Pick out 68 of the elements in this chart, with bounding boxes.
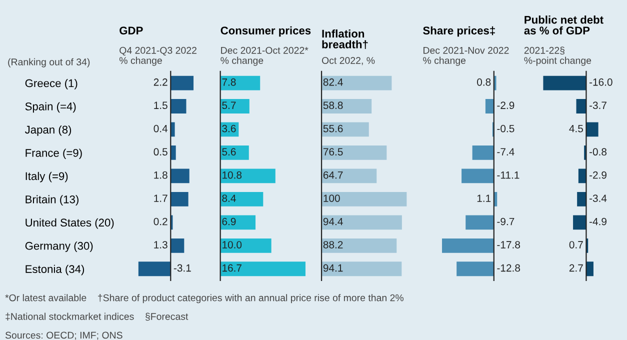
data-label: -9.7 [497,218,514,226]
data-label: 1.5 [154,102,168,110]
data-label: 0.5 [154,148,168,156]
source-note: Sources: OECD; IMF; ONS [5,332,122,340]
chart-title: Public net debt as % of GDP [524,16,604,34]
data-label: 0.7 [569,241,583,248]
data-label: -7.4 [497,148,514,156]
data-label: -12.8 [497,264,520,272]
data-label: 0.2 [154,218,168,226]
data-label: 0.8 [477,78,491,86]
text: *Or latest available †Share of product categories with an annual price rise of more than 2% [5,294,404,304]
data-label: 5.7 [222,102,236,110]
data-label: 6.9 [222,218,236,226]
data-label: 58.8 [323,102,343,110]
chart-title: Share prices‡ [423,26,495,37]
data-label: -11.1 [497,171,520,179]
y-tick-label: France (=9) [26,148,82,160]
data-label: 16.7 [222,264,242,272]
y-tick-label: United States (20) [26,218,114,229]
data-label: 1.8 [154,171,168,179]
data-label: 1.3 [154,241,168,248]
data-label: 3.6 [222,124,236,132]
data-label: 1.1 [477,194,491,202]
chart-subtitle: Oct 2022, % [322,57,375,66]
data-label: 100 [324,194,340,202]
data-label: -2.9 [589,171,606,179]
y-tick-label: Italy (=9) [26,172,68,182]
data-label: -17.8 [497,241,520,248]
chart-title: GDP [120,26,143,34]
data-label: -2.9 [497,102,514,110]
chart-subtitle: 2021-22§ %-point change [524,46,592,66]
data-label: 2.2 [154,78,168,86]
data-label: 8.4 [222,194,236,202]
data-label: 1.7 [154,194,168,202]
y-tick-label: Spain (=4) [25,102,76,113]
chart-title: Consumer prices [220,26,311,37]
data-label: 88.2 [323,241,343,248]
data-label: -3.4 [589,194,607,202]
data-label: 64.7 [323,171,343,179]
chart-subtitle: Dec 2021-Oct 2022* % change [220,46,308,66]
chart-subtitle: Dec 2021-Nov 2022 % change [423,46,509,66]
data-label: 5.6 [222,148,236,156]
chart-subtitle: Q4 2021-Q3 2022 % change [119,46,196,66]
y-axis-title: (Ranking out of 34) [8,58,90,68]
data-label: -4.9 [589,218,606,226]
data-label: 94.1 [323,264,343,272]
y-tick-label: Britain (13) [26,195,78,206]
data-label: -3.1 [174,264,191,272]
y-tick-label: Greece (1) [25,78,78,90]
y-tick-label: Estonia (34) [26,264,84,276]
text: ‡National stockmarket indices §Forecast [6,312,188,321]
data-label: 55.6 [323,124,343,132]
data-label: 76.5 [323,148,343,156]
data-label: -16.0 [589,78,612,86]
data-label: 10.0 [222,241,242,248]
data-label: -0.8 [589,148,607,156]
y-tick-label: Germany (30) [25,242,93,252]
chart-title: Inflation breadth† [322,29,368,50]
data-label: -0.5 [497,124,514,132]
data-label: 4.5 [569,125,583,132]
data-label: 94.4 [323,218,343,226]
data-label: 7.8 [222,78,236,86]
data-label: -3.7 [589,102,606,110]
data-label: 0.4 [154,124,168,132]
y-tick-label: Japan (8) [24,125,72,136]
data-label: 82.4 [323,78,343,86]
data-label: 2.7 [569,264,583,272]
data-label: 10.8 [222,171,242,179]
